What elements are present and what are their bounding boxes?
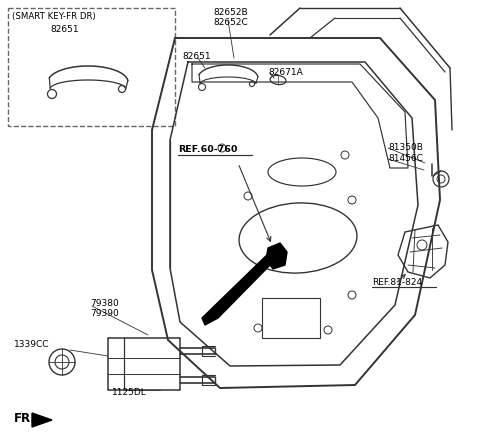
Text: 82652B: 82652B — [213, 8, 248, 17]
Text: REF.60-760: REF.60-760 — [178, 145, 238, 154]
Text: 82651: 82651 — [182, 52, 211, 61]
Text: REF.81-824: REF.81-824 — [372, 278, 422, 287]
Text: 79390: 79390 — [90, 309, 119, 318]
Text: 81350B: 81350B — [388, 143, 423, 152]
Text: (SMART KEY-FR DR): (SMART KEY-FR DR) — [12, 12, 96, 21]
Text: 82652C: 82652C — [213, 18, 248, 27]
Text: FR.: FR. — [14, 412, 36, 425]
Text: 82651: 82651 — [50, 25, 79, 34]
FancyBboxPatch shape — [262, 298, 320, 338]
Text: 1125DL: 1125DL — [112, 388, 147, 397]
Text: 1339CC: 1339CC — [14, 340, 49, 349]
Polygon shape — [266, 243, 287, 269]
Polygon shape — [32, 413, 52, 427]
Text: 82671A: 82671A — [268, 68, 303, 77]
Text: 81456C: 81456C — [388, 154, 423, 163]
FancyBboxPatch shape — [8, 8, 175, 126]
Polygon shape — [202, 251, 277, 325]
Text: 79380: 79380 — [90, 299, 119, 308]
